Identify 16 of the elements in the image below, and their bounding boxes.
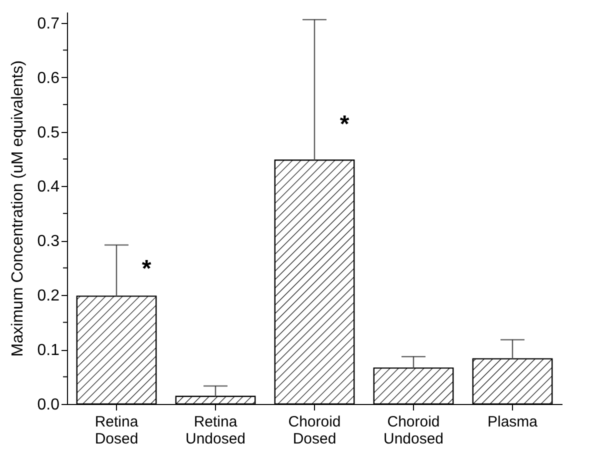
x-tick-label: Choroid Undosed [383,414,444,448]
x-tick-label: Plasma [487,414,538,430]
y-tick-label: 0.5 [37,124,60,142]
y-tick-label: 0.1 [37,342,60,360]
y-tick-label: 0.6 [37,70,60,87]
y-tick-label: 0.0 [37,396,60,414]
y-tick-label: 0.7 [37,15,60,32]
y-tick-label: 0.3 [37,233,60,250]
x-tick-label: Choroid Dosed [288,414,341,448]
x-tick-label: Retina Undosed [185,414,246,448]
y-tick-label: 0.4 [37,178,60,196]
annotation: * [340,111,350,138]
y-axis-title: Maximum Concentration (uM equivalents) [9,60,26,357]
x-tick-label: Retina Dosed [94,414,139,448]
annotation: * [142,256,152,283]
y-tick-label: 0.2 [37,288,60,305]
